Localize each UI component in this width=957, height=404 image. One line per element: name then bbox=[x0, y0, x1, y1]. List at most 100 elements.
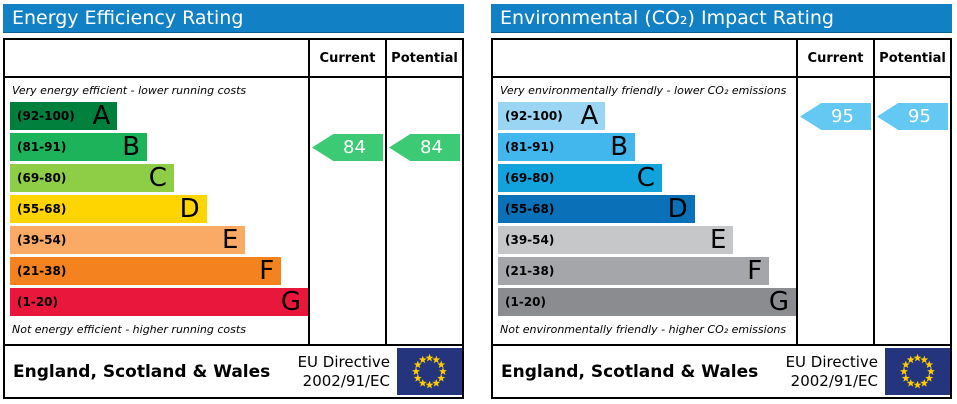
band-row-f: (21-38) F bbox=[10, 257, 308, 288]
energy-table-header: Current Potential bbox=[5, 40, 462, 78]
eu-flag-icon bbox=[397, 348, 462, 395]
band-range: (21-38) bbox=[505, 264, 555, 278]
header-spacer bbox=[493, 40, 796, 76]
band-grade: G bbox=[280, 287, 301, 317]
column-spacer bbox=[875, 82, 950, 102]
eu-flag-icon bbox=[885, 348, 950, 395]
environmental-table-body: Very environmentally friendly - lower CO… bbox=[493, 78, 950, 344]
arrow-slot bbox=[310, 102, 385, 133]
band-range: (1-20) bbox=[505, 295, 546, 309]
band-grade: E bbox=[221, 225, 239, 255]
band-row-b: (81-91) B bbox=[498, 133, 796, 164]
band-grade: D bbox=[179, 194, 200, 224]
environmental-bottom-caption: Not environmentally friendly - higher CO… bbox=[500, 323, 787, 336]
environmental-rating-table: Current Potential Very environmentally f… bbox=[491, 38, 952, 399]
energy-band-g: (1-20) G bbox=[10, 288, 308, 316]
energy-table-body: Very energy efficient - lower running co… bbox=[5, 78, 462, 344]
energy-efficiency-panel: Energy Efficiency Rating Current Potenti… bbox=[3, 4, 464, 399]
band-grade: F bbox=[747, 256, 763, 286]
band-range: (55-68) bbox=[505, 202, 555, 216]
energy-band-b: (81-91) B bbox=[10, 132, 148, 162]
band-row-g: (1-20) G bbox=[10, 288, 308, 319]
energy-rating-table: Current Potential Very energy efficient … bbox=[3, 38, 464, 399]
band-range: (21-38) bbox=[17, 264, 67, 278]
band-row-g: (1-20) G bbox=[498, 288, 796, 319]
region-label: England, Scotland & Wales bbox=[13, 361, 271, 382]
energy-bottom-caption: Not energy efficient - higher running co… bbox=[12, 323, 246, 336]
environmental-band-e: (39-54) E bbox=[498, 225, 734, 255]
band-row-f: (21-38) F bbox=[498, 257, 796, 288]
energy-band-f: (21-38) F bbox=[10, 256, 282, 286]
environmental-bands: (92-100) A (81-91) B (69 bbox=[498, 102, 796, 319]
band-grade: D bbox=[667, 194, 688, 224]
energy-bands: (92-100) A (81-91) B (69 bbox=[10, 102, 308, 319]
energy-band-chart: Very energy efficient - lower running co… bbox=[5, 78, 308, 344]
potential-column-header: Potential bbox=[385, 40, 462, 76]
column-spacer bbox=[310, 82, 385, 102]
current-column-header: Current bbox=[796, 40, 873, 76]
energy-band-e: (39-54) E bbox=[10, 225, 246, 255]
energy-current-column: 84 bbox=[308, 78, 385, 344]
band-row-a: (92-100) A bbox=[10, 102, 308, 133]
energy-band-d: (55-68) D bbox=[10, 195, 207, 223]
energy-table-footer: England, Scotland & Wales EU Directive 2… bbox=[5, 344, 462, 397]
band-row-a: (92-100) A bbox=[498, 102, 796, 133]
band-grade: G bbox=[768, 287, 789, 317]
environmental-current-arrow: 95 bbox=[800, 103, 871, 130]
energy-potential-arrow: 84 bbox=[389, 134, 460, 161]
environmental-table-header: Current Potential bbox=[493, 40, 950, 78]
region-label: England, Scotland & Wales bbox=[501, 361, 759, 382]
band-grade: A bbox=[580, 101, 599, 131]
environmental-band-d: (55-68) D bbox=[498, 195, 695, 223]
band-grade: F bbox=[259, 256, 275, 286]
energy-potential-value: 84 bbox=[420, 137, 443, 158]
band-grade: B bbox=[122, 132, 141, 162]
energy-band-c: (69-80) C bbox=[10, 164, 174, 192]
band-range: (81-91) bbox=[505, 140, 555, 154]
band-range: (81-91) bbox=[17, 140, 67, 154]
energy-panel-title: Energy Efficiency Rating bbox=[3, 4, 464, 33]
energy-potential-column: 84 bbox=[385, 78, 462, 344]
environmental-band-c: (69-80) C bbox=[498, 164, 662, 192]
band-range: (69-80) bbox=[17, 171, 67, 185]
potential-column-header: Potential bbox=[873, 40, 950, 76]
arrow-slot bbox=[387, 102, 462, 133]
band-range: (39-54) bbox=[17, 233, 67, 247]
band-range: (92-100) bbox=[505, 109, 563, 123]
environmental-current-column: 95 bbox=[796, 78, 873, 344]
band-row-e: (39-54) E bbox=[498, 226, 796, 257]
band-grade: A bbox=[92, 101, 111, 131]
band-range: (55-68) bbox=[17, 202, 67, 216]
column-spacer bbox=[387, 82, 462, 102]
band-row-b: (81-91) B bbox=[10, 133, 308, 164]
environmental-band-b: (81-91) B bbox=[498, 132, 636, 162]
current-column-header: Current bbox=[308, 40, 385, 76]
band-grade: E bbox=[709, 225, 727, 255]
band-grade: C bbox=[636, 163, 655, 193]
environmental-impact-panel: Environmental (CO₂) Impact Rating Curren… bbox=[491, 4, 952, 399]
arrow-slot: 84 bbox=[387, 134, 462, 165]
eu-directive-line1: EU Directive bbox=[785, 352, 878, 371]
environmental-potential-column: 95 bbox=[873, 78, 950, 344]
band-range: (92-100) bbox=[17, 109, 75, 123]
band-row-c: (69-80) C bbox=[498, 164, 796, 195]
eu-directive-line2: 2002/91/EC bbox=[302, 371, 390, 390]
band-grade: B bbox=[610, 132, 629, 162]
band-row-d: (55-68) D bbox=[498, 195, 796, 226]
band-range: (39-54) bbox=[505, 233, 555, 247]
environmental-band-f: (21-38) F bbox=[498, 256, 770, 286]
arrow-slot: 95 bbox=[798, 103, 873, 134]
environmental-band-chart: Very environmentally friendly - lower CO… bbox=[493, 78, 796, 344]
eu-directive-line1: EU Directive bbox=[297, 352, 390, 371]
band-row-e: (39-54) E bbox=[10, 226, 308, 257]
environmental-panel-title: Environmental (CO₂) Impact Rating bbox=[491, 4, 952, 33]
arrow-slot: 95 bbox=[875, 103, 950, 134]
environmental-band-a: (92-100) A bbox=[498, 101, 606, 131]
band-row-c: (69-80) C bbox=[10, 164, 308, 195]
band-range: (1-20) bbox=[17, 295, 58, 309]
environmental-potential-value: 95 bbox=[908, 106, 931, 127]
environmental-band-g: (1-20) G bbox=[498, 288, 796, 316]
arrow-slot: 84 bbox=[310, 134, 385, 165]
environmental-current-value: 95 bbox=[831, 106, 854, 127]
